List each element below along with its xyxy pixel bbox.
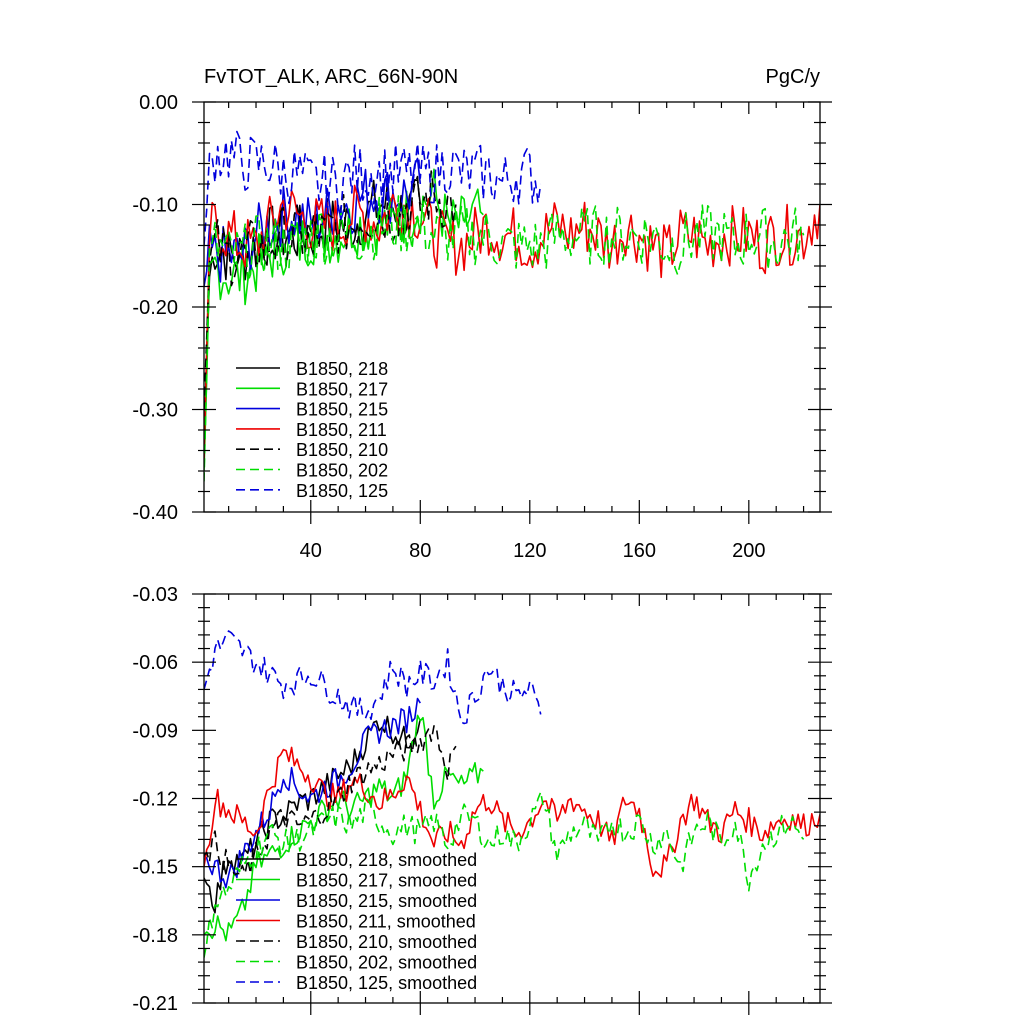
top-panel: 40 80 120 160 200 0.00 -0.10 -0.20 -0.30 -0.40 B18… — [132, 92, 832, 562]
series-line-1 — [204, 714, 484, 942]
chart-units: PgC/y — [766, 66, 820, 88]
x-tick-label: 200 — [732, 540, 765, 562]
chart-title: FvTOT_ALK, ARC_66N-90N — [204, 66, 458, 88]
legend-label: B1850, 125, smoothed — [296, 973, 477, 993]
legend-label: B1850, 217 — [296, 379, 388, 399]
y-tick-label: -0.21 — [132, 993, 178, 1015]
x-tick-label: 120 — [513, 540, 546, 562]
legend-label: B1850, 210, smoothed — [296, 932, 477, 952]
y-tick-label: -0.10 — [132, 195, 178, 217]
series-line-0 — [204, 179, 422, 441]
legend-label: B1850, 211, smoothed — [296, 912, 476, 932]
legend-label: B1850, 218 — [296, 359, 388, 379]
series-line-2 — [204, 697, 421, 889]
y-tick-label: -0.15 — [132, 857, 178, 879]
y-tick-label: -0.20 — [132, 297, 178, 319]
legend-label: B1850, 210 — [296, 440, 388, 460]
y-tick-label: -0.18 — [132, 925, 178, 947]
series-line-6 — [204, 130, 542, 246]
bottom-panel: -0.03 -0.06 -0.09 -0.12 -0.15 -0.18 -0.21 B1850… — [132, 584, 832, 1015]
series-line-3 — [204, 746, 820, 878]
y-tick-label: -0.30 — [132, 400, 178, 422]
x-tick-label: 40 — [300, 540, 322, 562]
legend-label: B1850, 217, smoothed — [296, 871, 477, 891]
legend-label: B1850, 125 — [296, 481, 388, 501]
y-tick-label: -0.06 — [132, 652, 178, 674]
x-tick-label: 80 — [409, 540, 431, 562]
y-tick-label: 0.00 — [139, 92, 178, 114]
legend-label: B1850, 202, smoothed — [296, 953, 477, 973]
legend-label: B1850, 211 — [296, 420, 387, 440]
series-line-4 — [204, 725, 457, 876]
y-tick-label: -0.03 — [132, 584, 178, 606]
series-line-5 — [204, 791, 805, 958]
y-tick-label: -0.09 — [132, 720, 178, 742]
series-line-3 — [204, 184, 820, 461]
y-tick-label: -0.40 — [132, 502, 178, 524]
x-tick-label: 160 — [623, 540, 656, 562]
series-line-6 — [204, 630, 542, 725]
series-line-5 — [204, 195, 805, 482]
series-line-4 — [204, 170, 457, 410]
legend-label: B1850, 215, smoothed — [296, 891, 477, 911]
legend-label: B1850, 218, smoothed — [296, 850, 477, 870]
y-tick-label: -0.12 — [132, 789, 178, 811]
legend-label: B1850, 215 — [296, 400, 388, 420]
legend-label: B1850, 202 — [296, 461, 388, 481]
